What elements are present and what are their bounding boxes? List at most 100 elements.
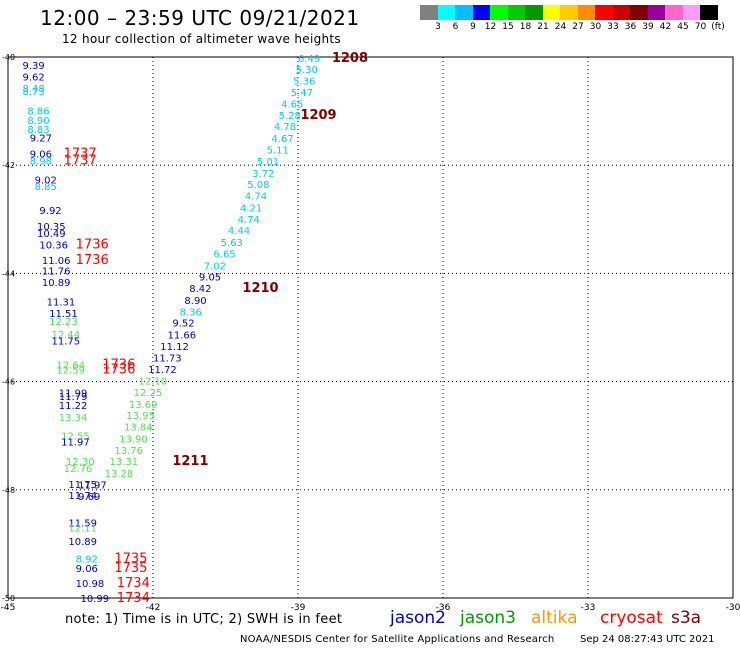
legend-swatch [542,5,560,20]
y-tick-label: -44 [2,269,15,278]
wave-height-label: 8.90 [27,116,49,127]
legend-label: 36 [624,22,637,32]
wave-height-label: 11.73 [153,353,182,364]
axis-tick-labels: -45 -42 -39 -36 -33 -30 -40 -42 -44 -46 -48 -50 [1,53,740,613]
legend-swatch [665,5,683,20]
legend-swatch [490,5,508,20]
wave-height-label: 11.22 [59,401,88,412]
wave-height-label: 4.67 [271,134,293,145]
wave-height-label: 11.79 [59,392,88,403]
color-legend-labels: 3 6 9 12 15 18 21 24 27 30 33 36 39 42 45 70 (ft) [420,22,740,34]
satellite-legend-jason3: jason3 [460,608,516,628]
pass-time-label: 1735 [114,561,147,576]
wave-height-label: 11.31 [47,298,76,309]
wave-height-label: 8.83 [27,125,49,136]
legend-label: 6 [452,22,459,32]
wave-height-label: 10.49 [37,229,66,240]
x-tick-label: -30 [726,603,740,613]
y-tick-label: -40 [2,53,15,62]
wave-height-label: 13.31 [110,457,139,468]
wave-height-label: 9.06 [76,564,98,575]
wave-height-label: 9.02 [35,175,57,186]
legend-swatch [700,5,718,20]
wave-height-labels: 6.49 1208 5.305.365.474.655.28 1209 4.784.67… [23,51,369,606]
wave-height-label: 10.98 [76,579,105,590]
wave-height-label: 4.74 [238,215,260,226]
legend-swatch [507,5,525,20]
pass-time-label: 1735 [114,552,147,567]
wave-height-label: 12.30 [66,457,95,468]
wave-height-label: 9.39 [23,61,45,72]
wave-height-label: 4.65 [281,100,303,111]
wave-height-label: 13.95 [126,411,155,422]
satellite-legend-cryosat: cryosat [600,608,663,628]
wave-height-label: 13.28 [105,469,134,480]
wave-height-label: 9.27 [30,134,52,145]
map-grid [7,56,734,599]
wave-height-label: 10.36 [39,241,68,252]
legend-label: 15 [502,22,514,32]
legend-swatch [420,5,438,20]
wave-height-label: 13.34 [59,413,88,424]
wave-height-label: 13.90 [119,434,148,445]
legend-label: 9 [470,22,476,32]
y-tick-label: -46 [2,378,15,387]
wave-height-label: 4.74 [245,191,267,202]
footer-credit: NOAA/NESDIS Center for Satellite Applica… [240,634,555,645]
wave-height-label: 11.75 [52,336,81,347]
legend-label: 42 [659,22,672,32]
wave-height-label: 10.99 [81,594,110,605]
legend-swatch [472,5,490,20]
pass-time-label: 1734 [117,591,150,606]
wave-height-label: 6.49 [298,54,320,65]
wave-height-label: 3.72 [252,169,274,180]
wave-height-label: 8.36 [180,307,202,318]
wave-height-label: 11.59 [68,518,97,529]
wave-height-label: 12.25 [134,388,163,399]
wave-height-label: 5.63 [221,238,243,249]
wave-height-label: 8.98 [30,156,52,167]
wave-height-label: 11.75 [68,480,97,491]
wave-height-label: 4.78 [274,122,296,133]
legend-label: 30 [589,22,602,32]
wave-height-label: 12.44 [52,330,81,341]
satellite-legend-s3a: s3a [671,608,702,628]
wave-height-label: 11.99 [59,388,88,399]
x-tick-label: -39 [291,603,306,613]
pass-time-label: 1211 [172,454,208,469]
legend-label: 27 [572,22,584,32]
wave-height-label: 5.28 [279,111,301,122]
legend-label: 3 [435,22,441,32]
pass-time-label: 1209 [300,108,336,123]
legend-swatch [612,5,630,20]
legend-label: 18 [519,22,532,32]
wave-height-label: 12.76 [64,464,93,475]
wave-height-label: 11.74 [68,491,97,502]
wave-height-label: 8.48 [23,84,45,95]
page-subtitle: 12 hour collection of altimeter wave hei… [62,32,341,46]
legend-label: (ft) [711,22,725,32]
wave-height-label: 12.23 [49,317,78,328]
wave-height-label: 5.11 [267,146,289,157]
pass-time-label: 1737 [64,146,97,161]
pass-time-label: 1736 [76,253,109,268]
wave-height-label: 8.42 [189,284,211,295]
wave-height-label: 9.92 [39,206,61,217]
wave-height-label: 5.36 [293,76,315,87]
wave-height-label: 5.30 [296,65,318,76]
wave-height-label: 11.97 [78,480,107,491]
legend-label: 21 [537,22,549,32]
legend-swatch [630,5,648,20]
wave-height-label: 13.69 [129,400,158,411]
wave-height-label: 5.01 [257,157,279,168]
x-tick-label: -36 [436,603,451,613]
y-tick-label: -50 [2,594,15,603]
wave-height-label: 9.69 [78,492,100,503]
wave-height-label: 5.08 [247,180,269,191]
x-tick-label: -33 [581,603,596,613]
wave-height-label: 9.05 [199,273,221,284]
wave-height-label: 11.51 [49,309,78,320]
wave-height-label: 9.06 [30,149,52,160]
page-title: 12:00 – 23:59 UTC 09/21/2021 [40,6,360,30]
wave-height-label: 8.85 [35,182,57,193]
